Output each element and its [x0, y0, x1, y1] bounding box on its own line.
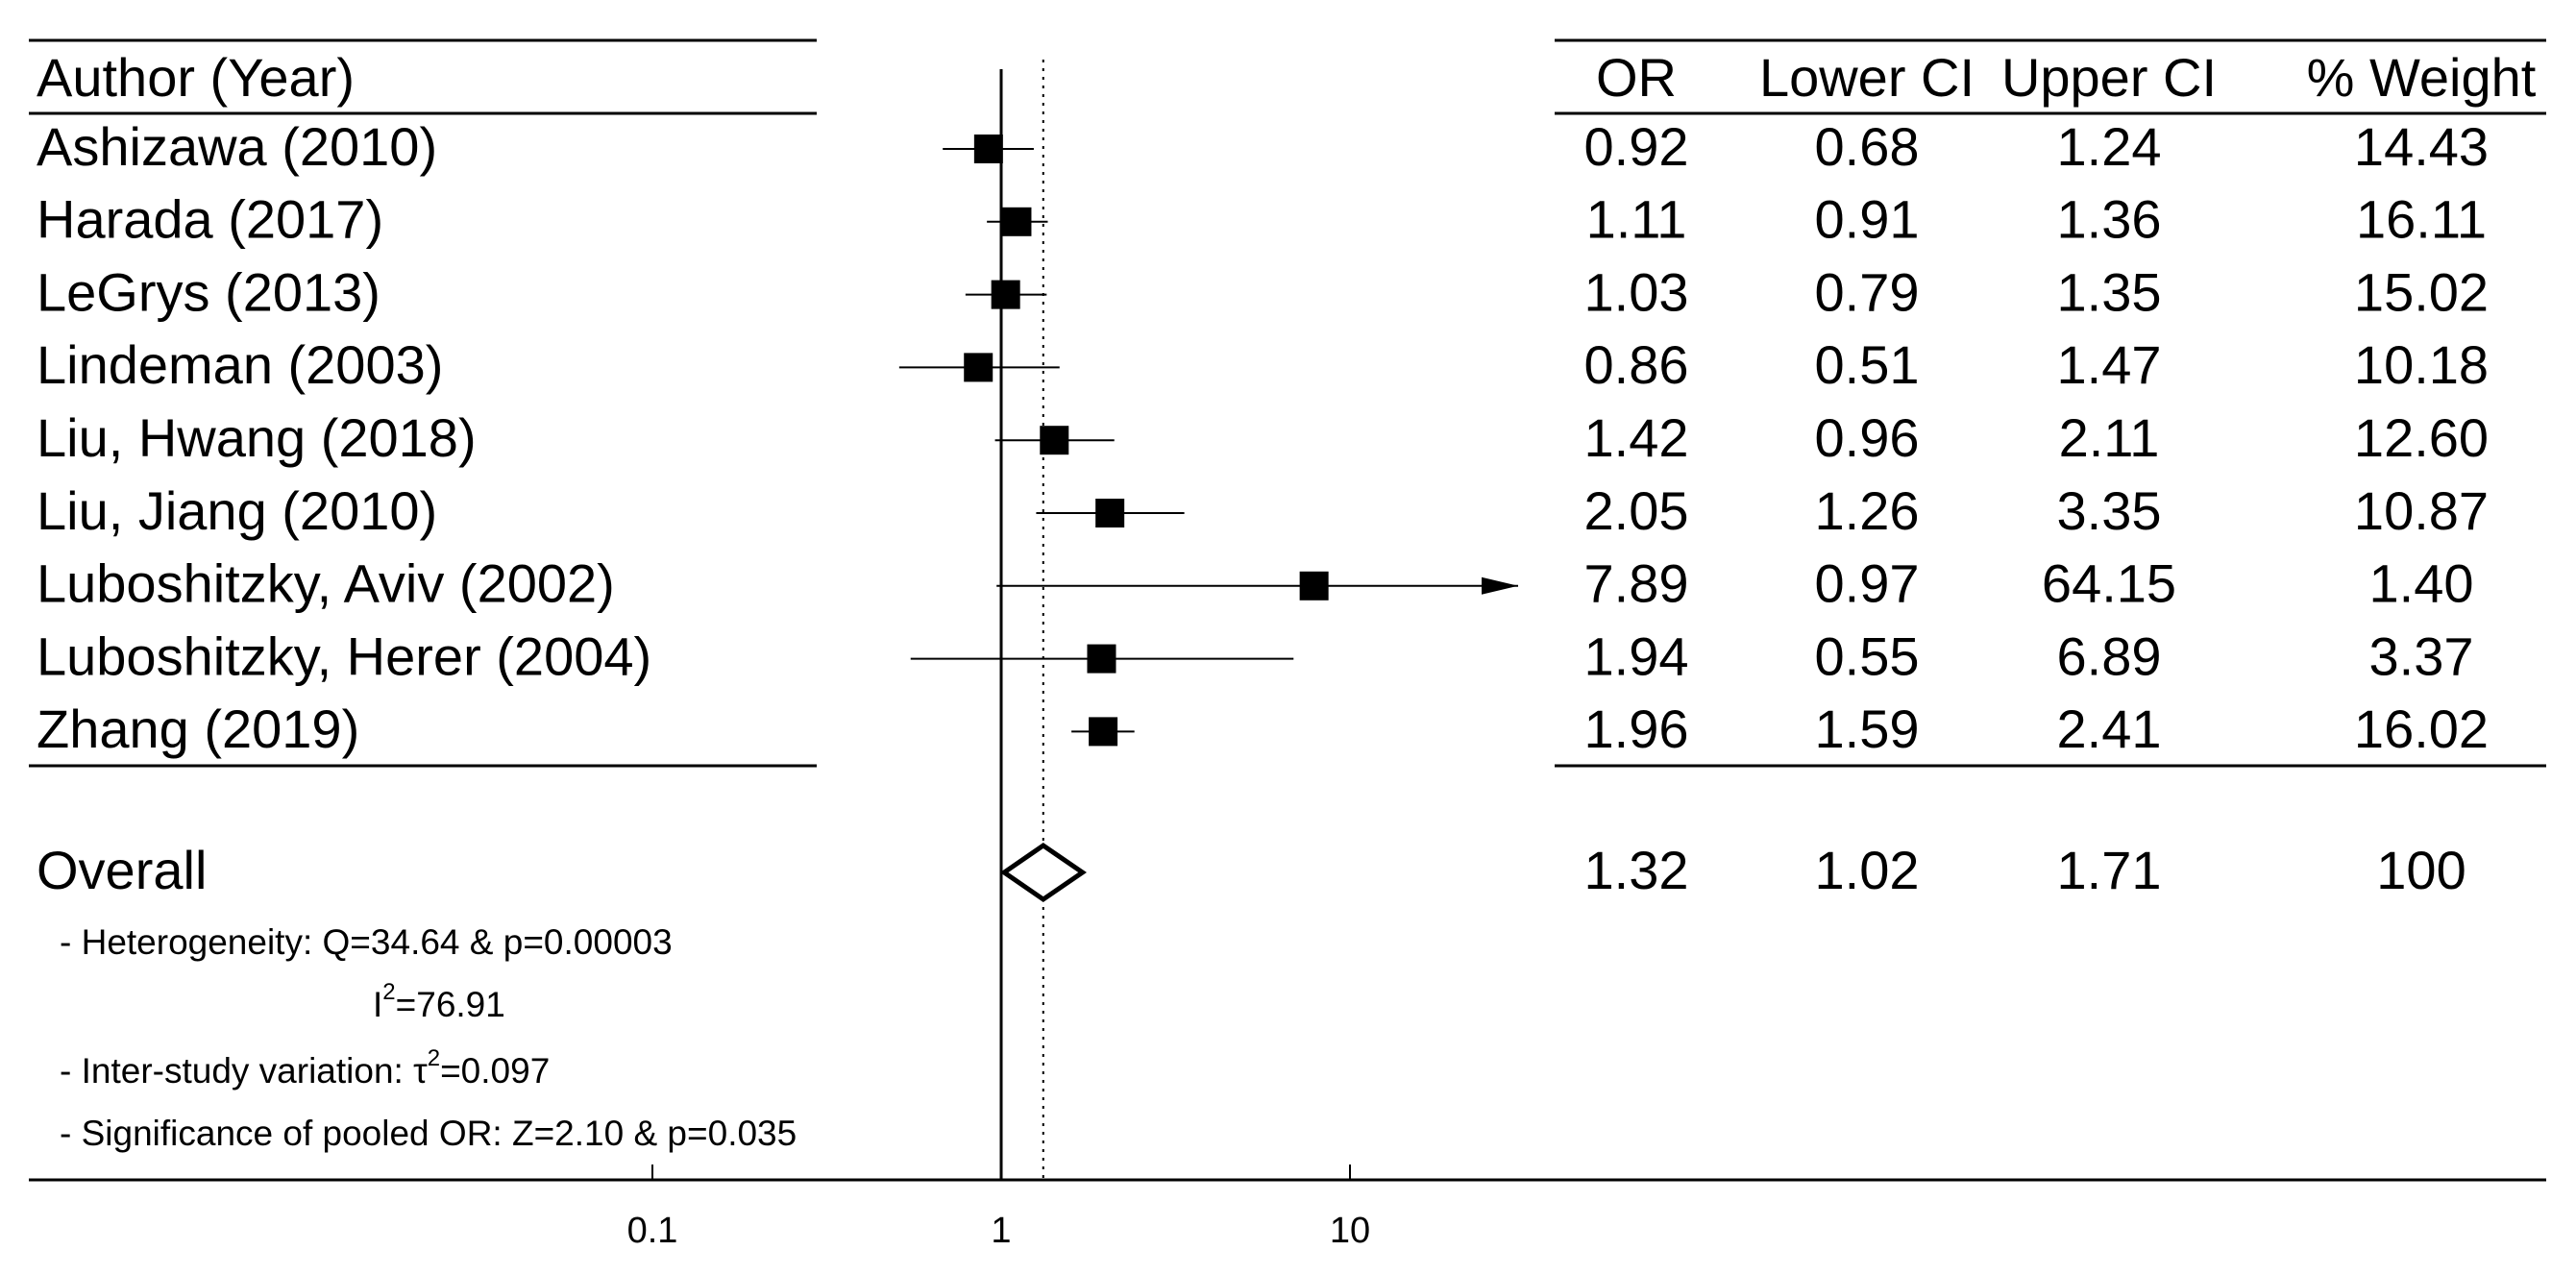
- or-marker: [1089, 717, 1118, 747]
- study-author: Luboshitzky, Herer (2004): [37, 625, 651, 686]
- lower-ci-value: 0.55: [1815, 625, 1920, 686]
- lower-ci-value: 0.96: [1815, 407, 1920, 468]
- study-row: Liu, Hwang (2018) 1.42 0.96 2.11 12.60: [37, 407, 2489, 468]
- upper-ci-value: 2.41: [2057, 699, 2162, 759]
- study-author: Zhang (2019): [37, 699, 359, 759]
- or-value: 1.42: [1584, 407, 1689, 468]
- lower-ci-value: 1.59: [1815, 699, 1920, 759]
- study-author: Liu, Jiang (2010): [37, 480, 437, 541]
- i-squared-text: I2=76.91: [373, 979, 505, 1024]
- overall-or-value: 1.32: [1584, 840, 1689, 900]
- upper-ci-value: 64.15: [2042, 553, 2176, 614]
- tau-value: =0.097: [440, 1051, 550, 1091]
- overall-weight-value: 100: [2376, 840, 2466, 900]
- upper-ci-value: 1.24: [2057, 116, 2162, 177]
- header-author: Author (Year): [37, 47, 355, 108]
- study-author: Ashizawa (2010): [37, 116, 437, 177]
- weight-value: 15.02: [2354, 261, 2489, 322]
- study-author: Lindeman (2003): [37, 334, 443, 395]
- or-marker: [1040, 426, 1069, 455]
- upper-ci-value: 1.47: [2057, 334, 2162, 395]
- or-marker: [964, 353, 994, 382]
- or-value: 2.05: [1584, 480, 1689, 541]
- or-marker: [1087, 644, 1116, 674]
- lower-ci-value: 0.91: [1815, 189, 1920, 250]
- x-tick-label: 0.1: [627, 1211, 678, 1251]
- or-marker: [1095, 499, 1125, 527]
- x-tick-label: 10: [1330, 1211, 1370, 1251]
- tau-prefix: - Inter-study variation:: [60, 1051, 413, 1091]
- weight-value: 1.40: [2369, 553, 2474, 614]
- study-author: Luboshitzky, Aviv (2002): [37, 553, 615, 614]
- weight-value: 3.37: [2369, 625, 2474, 686]
- ci-arrow: [1482, 576, 1518, 595]
- tau-squared-text: - Inter-study variation: τ2=0.097: [60, 1045, 550, 1091]
- or-value: 0.92: [1584, 116, 1689, 177]
- x-tick-label: 1: [991, 1211, 1011, 1251]
- header-weight: % Weight: [2307, 47, 2537, 108]
- weight-value: 16.11: [2356, 189, 2487, 250]
- upper-ci-value: 1.35: [2057, 261, 2162, 322]
- study-row: Zhang (2019) 1.96 1.59 2.41 16.02: [37, 699, 2489, 759]
- lower-ci-value: 0.79: [1815, 261, 1920, 322]
- header-or: OR: [1596, 47, 1677, 108]
- significance-text: - Significance of pooled OR: Z=2.10 & p=…: [60, 1114, 797, 1153]
- heterogeneity-text: - Heterogeneity: Q=34.64 & p=0.00003: [60, 922, 673, 962]
- or-value: 1.94: [1584, 625, 1689, 686]
- lower-ci-value: 0.51: [1815, 334, 1920, 395]
- lower-ci-value: 0.97: [1815, 553, 1920, 614]
- header-lower-ci: Lower CI: [1759, 47, 1975, 108]
- i-squared-superscript: 2: [382, 979, 395, 1005]
- weight-value: 12.60: [2354, 407, 2489, 468]
- or-value: 1.96: [1584, 699, 1689, 759]
- study-author: Liu, Hwang (2018): [37, 407, 477, 468]
- weight-value: 10.87: [2354, 480, 2489, 541]
- upper-ci-value: 3.35: [2057, 480, 2162, 541]
- or-marker: [1002, 207, 1032, 236]
- study-row: LeGrys (2013) 1.03 0.79 1.35 15.02: [37, 261, 2489, 322]
- lower-ci-value: 0.68: [1815, 116, 1920, 177]
- or-value: 0.86: [1584, 334, 1689, 395]
- tau-base: τ: [413, 1051, 428, 1091]
- study-row: Luboshitzky, Herer (2004) 1.94 0.55 6.89 3.3…: [37, 625, 2474, 686]
- lower-ci-value: 1.26: [1815, 480, 1920, 541]
- upper-ci-value: 6.89: [2057, 625, 2162, 686]
- or-value: 1.03: [1584, 261, 1689, 322]
- overall-label: Overall: [37, 840, 207, 900]
- study-row: Luboshitzky, Aviv (2002) 7.89 0.97 64.15 1.4…: [37, 553, 2474, 614]
- study-row: Ashizawa (2010) 0.92 0.68 1.24 14.43: [37, 116, 2489, 177]
- or-marker: [973, 135, 1003, 163]
- study-author: Harada (2017): [37, 189, 383, 250]
- overall-diamond: [999, 842, 1087, 903]
- header-upper-ci: Upper CI: [2001, 47, 2217, 108]
- or-marker: [1299, 571, 1329, 601]
- overall-upper-ci-value: 1.71: [2057, 840, 2162, 900]
- upper-ci-value: 2.11: [2059, 407, 2160, 468]
- or-marker: [991, 280, 1020, 309]
- weight-value: 10.18: [2354, 334, 2489, 395]
- study-row: Lindeman (2003) 0.86 0.51 1.47 10.18: [37, 334, 2489, 395]
- upper-ci-value: 1.36: [2057, 189, 2162, 250]
- weight-value: 16.02: [2354, 699, 2489, 759]
- study-row: Harada (2017) 1.11 0.91 1.36 16.11: [37, 189, 2487, 250]
- or-value: 7.89: [1584, 553, 1689, 614]
- weight-value: 14.43: [2354, 116, 2489, 177]
- study-author: LeGrys (2013): [37, 261, 380, 322]
- overall-lower-ci-value: 1.02: [1815, 840, 1920, 900]
- study-row: Liu, Jiang (2010) 2.05 1.26 3.35 10.87: [37, 480, 2489, 541]
- tau-superscript: 2: [428, 1045, 440, 1071]
- or-value: 1.11: [1586, 189, 1687, 250]
- i-squared-base: I: [373, 985, 382, 1024]
- i-squared-value: =76.91: [396, 985, 505, 1024]
